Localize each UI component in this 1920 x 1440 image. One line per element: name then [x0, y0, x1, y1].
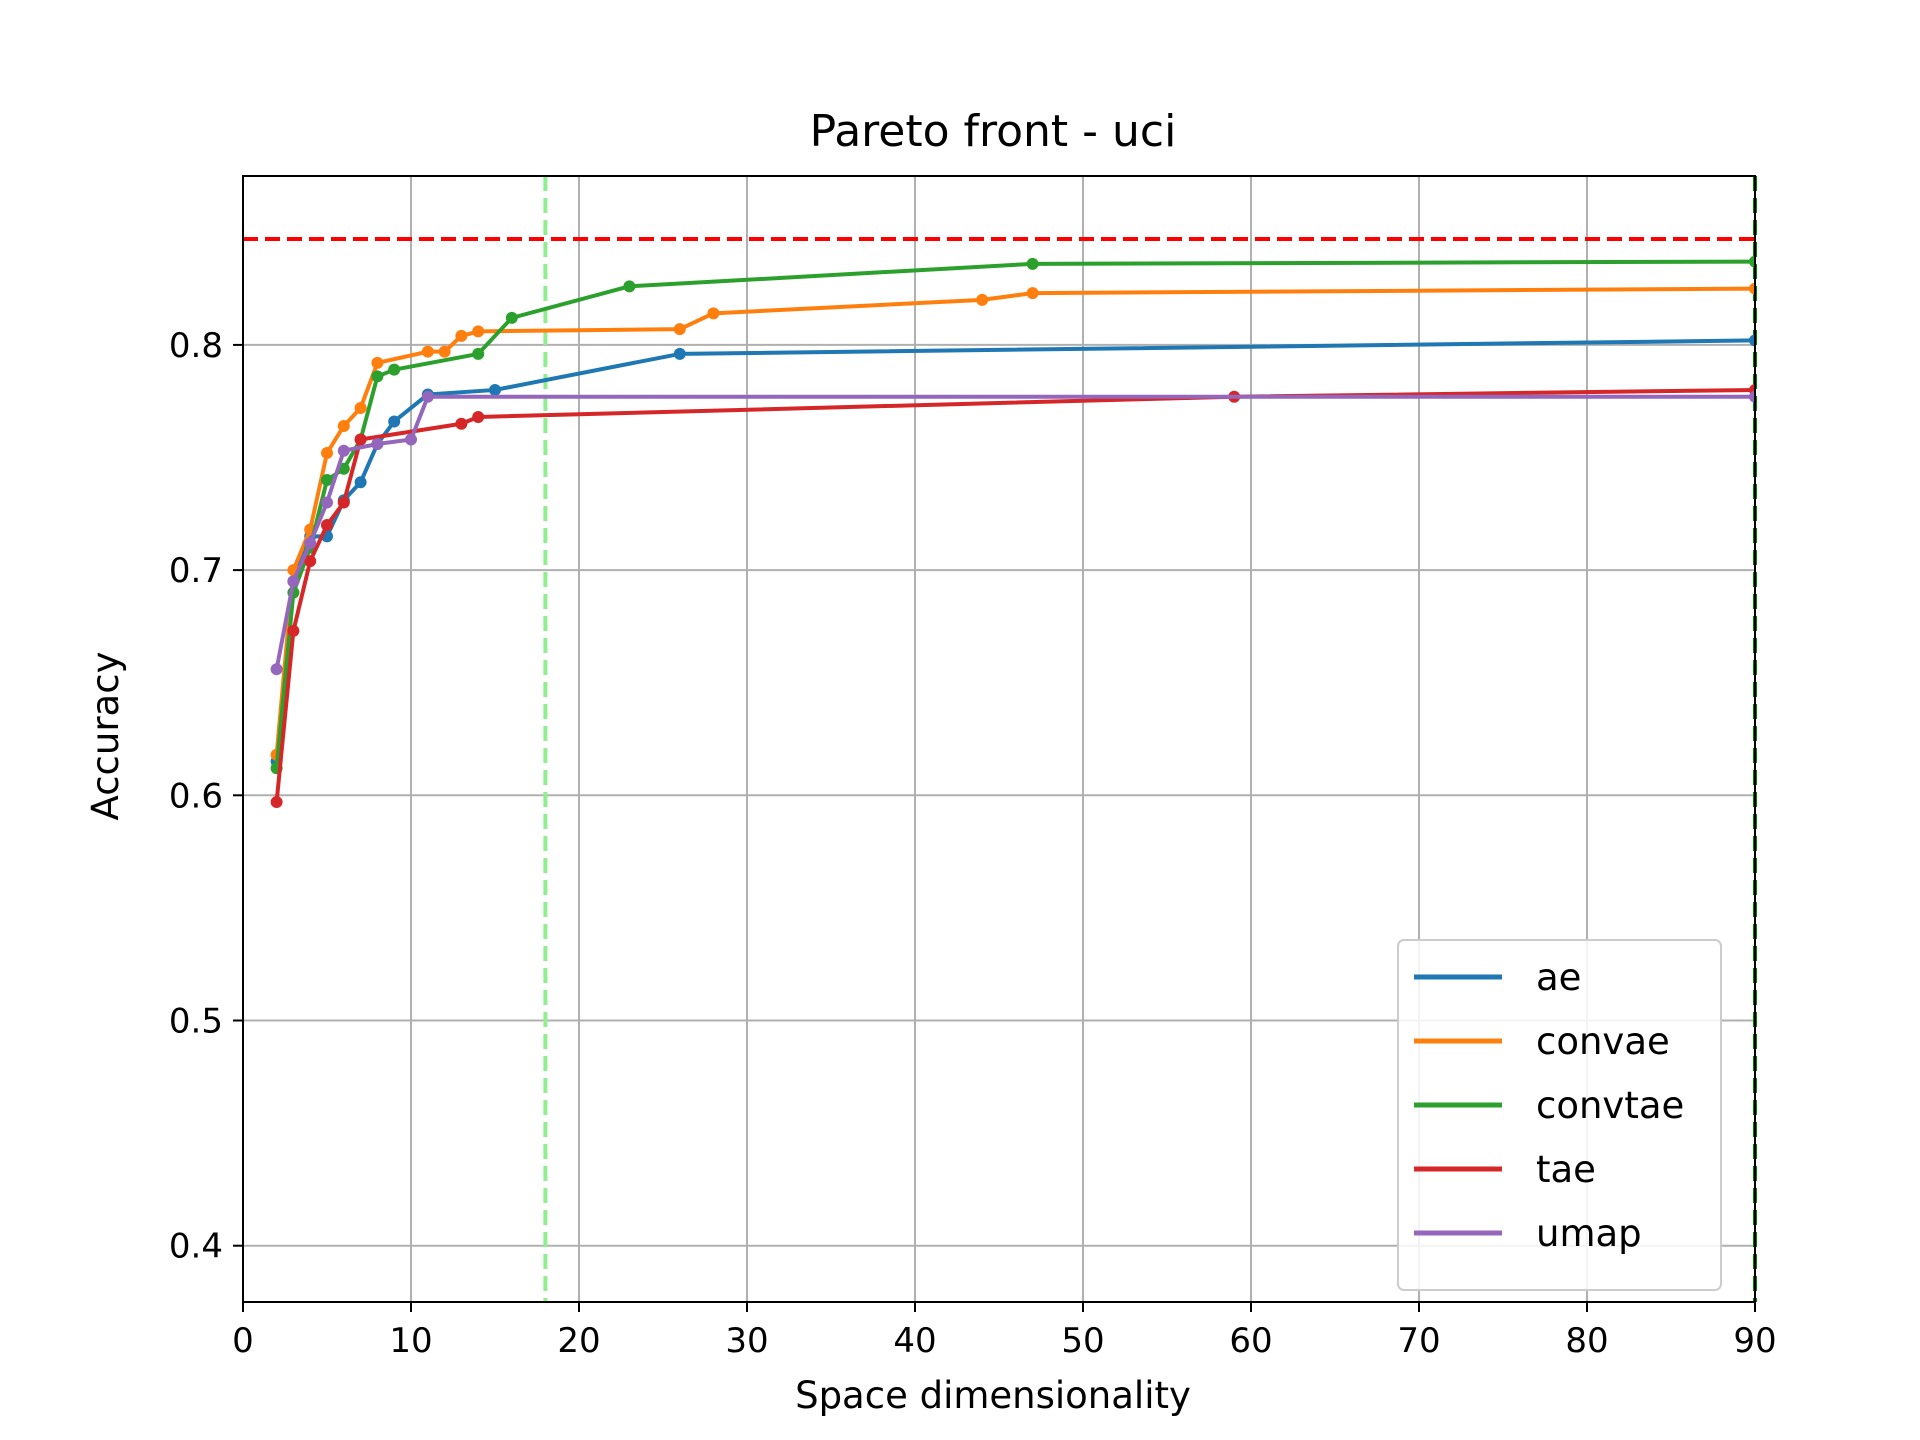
data-point-convtae [623, 280, 636, 293]
data-point-ae [354, 476, 367, 489]
plot-area [270, 255, 1755, 809]
data-point-convtae [1749, 255, 1755, 268]
data-point-convae [321, 446, 333, 459]
legend: ae convae convtae tae umap [1397, 939, 1722, 1291]
legend-box [1397, 939, 1722, 1291]
data-point-tae [472, 410, 485, 423]
x-tick-label: 20 [557, 1321, 600, 1361]
legend-label-ae: ae [1536, 956, 1581, 999]
data-point-convtae [1026, 257, 1039, 270]
data-point-convae [455, 329, 468, 342]
axis-ticks: 0 10 20 30 40 50 60 70 80 90 0.4 0.5 0.6 0.7 0.8 [169, 326, 1777, 1361]
series-umap [270, 390, 1755, 676]
data-point-convae [976, 293, 989, 306]
x-tick-label: 90 [1733, 1321, 1776, 1361]
data-point-convae [371, 356, 384, 369]
x-tick-label: 10 [389, 1321, 432, 1361]
x-tick-label: 50 [1061, 1321, 1104, 1361]
data-point-tae [287, 624, 300, 637]
data-point-convtae [321, 474, 333, 487]
data-point-convae [1749, 282, 1755, 295]
data-point-ae [489, 383, 501, 396]
data-point-umap [321, 496, 333, 509]
data-point-tae [455, 417, 468, 430]
y-tick-label: 0.6 [169, 776, 223, 816]
x-tick-label: 60 [1229, 1321, 1272, 1361]
x-tick-label: 0 [232, 1321, 254, 1361]
legend-label-convae: convae [1536, 1020, 1670, 1063]
data-point-umap [304, 537, 317, 550]
data-point-ae [1749, 334, 1755, 347]
legend-label-convtae: convtae [1536, 1084, 1684, 1127]
y-tick-label: 0.4 [169, 1227, 223, 1267]
x-tick-label: 80 [1565, 1321, 1608, 1361]
x-tick-label: 70 [1397, 1321, 1440, 1361]
data-point-tae [270, 796, 283, 809]
data-point-convtae [388, 363, 401, 376]
x-axis-label: Space dimensionality [795, 1374, 1191, 1417]
series-line-convae [274, 286, 1755, 755]
data-point-umap [1749, 390, 1755, 403]
x-tick-label: 40 [893, 1321, 936, 1361]
data-point-convae [472, 325, 485, 338]
y-tick-label: 0.7 [169, 551, 223, 591]
series-tae [270, 383, 1755, 809]
series-convae [270, 282, 1755, 761]
data-point-convae [438, 345, 451, 358]
data-point-tae [354, 433, 367, 446]
data-point-umap [405, 433, 417, 446]
data-point-tae [337, 496, 350, 509]
data-point-convae [673, 323, 686, 336]
legend-label-tae: tae [1536, 1148, 1596, 1191]
data-point-ae [673, 347, 686, 360]
data-point-umap [421, 390, 434, 403]
data-point-ae [388, 415, 401, 428]
data-point-convtae [371, 370, 384, 383]
data-point-convae [421, 345, 434, 358]
data-point-tae [321, 519, 333, 532]
y-axis-label: Accuracy [84, 652, 127, 821]
y-tick-label: 0.5 [169, 1002, 223, 1042]
data-point-convae [354, 401, 367, 414]
data-point-umap [337, 444, 350, 457]
data-point-umap [287, 575, 300, 588]
series-line-tae [274, 387, 1755, 803]
y-tick-label: 0.8 [169, 326, 223, 366]
legend-label-umap: umap [1536, 1212, 1642, 1255]
data-point-convae [707, 307, 720, 320]
data-point-convae [1026, 287, 1039, 300]
x-tick-label: 30 [725, 1321, 768, 1361]
data-point-convtae [472, 347, 485, 360]
series-layer [270, 255, 1755, 809]
plot-frame [242, 175, 1756, 1303]
data-point-convtae [505, 311, 518, 324]
data-point-convae [337, 419, 350, 432]
data-point-umap [371, 437, 384, 450]
data-point-tae [304, 555, 317, 568]
data-point-umap [270, 663, 283, 676]
chart-title: Pareto front - uci [810, 106, 1177, 157]
